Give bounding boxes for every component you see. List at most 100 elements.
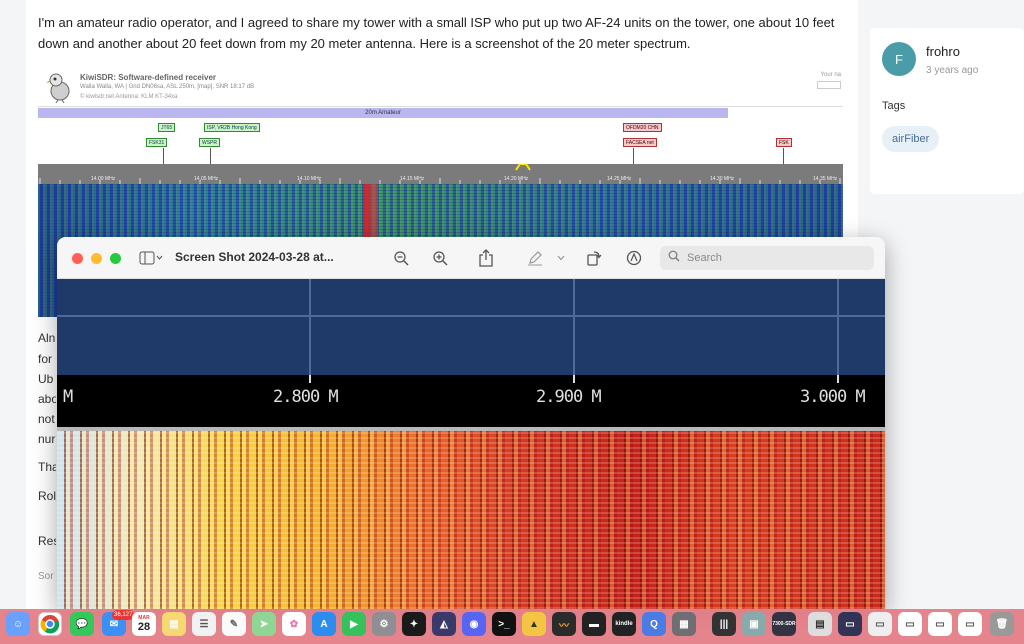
- axis-tick: [309, 375, 311, 383]
- sdr-app-icon[interactable]: 7300-SDR: [772, 612, 796, 636]
- qgis-icon[interactable]: Q: [642, 612, 666, 636]
- final-cut-icon[interactable]: ✦: [402, 612, 426, 636]
- gqrx-icon[interactable]: ◭: [432, 612, 456, 636]
- notes-icon[interactable]: ▤: [162, 612, 186, 636]
- mail-badge: 36,127: [112, 610, 135, 620]
- spectrum-gridline-h: [57, 315, 885, 317]
- window-thumb-icon[interactable]: ▭: [958, 612, 982, 636]
- signal-leader: [210, 148, 211, 164]
- signal-label: OFDM20 CHN: [623, 123, 662, 132]
- post-paragraph: I'm an amateur radio operator, and I agr…: [38, 15, 835, 51]
- maps-icon[interactable]: ➤: [252, 612, 276, 636]
- post-peek-line: for: [38, 352, 53, 366]
- waterfall-divider: [57, 427, 885, 431]
- scale-tick-label: 14.05 MHz: [194, 176, 219, 182]
- chrome-icon[interactable]: [38, 612, 62, 636]
- activity-monitor-icon[interactable]: 〰: [552, 612, 576, 636]
- trash-icon[interactable]: 🗑: [990, 612, 1014, 636]
- signal-label: FACSEA net: [623, 138, 657, 147]
- spectrum-gridline: [309, 279, 311, 375]
- messages-icon[interactable]: 💬: [70, 612, 94, 636]
- window-thumb-icon[interactable]: ▭: [868, 612, 892, 636]
- calculator-icon[interactable]: ▦: [672, 612, 696, 636]
- reminders-icon[interactable]: ☰: [192, 612, 216, 636]
- scale-tick-label: 14.00 MHz: [91, 176, 116, 182]
- facetime-icon[interactable]: ▶: [342, 612, 366, 636]
- calendar-month: MAR: [138, 615, 150, 621]
- zoom-button[interactable]: [110, 253, 121, 264]
- post-peek-line: Tha: [38, 460, 56, 474]
- signal-labels: JT65 FSK31 ISP, VR2B Hong Kong WSPR OFDM…: [38, 118, 843, 164]
- preview-toolbar: Screen Shot 2024-03-28 at... Search: [57, 237, 885, 279]
- sdr-device-icon[interactable]: ▬: [582, 612, 606, 636]
- signal-leader: [783, 148, 784, 164]
- axis-label: 2.900 M: [536, 387, 602, 407]
- settings-gear-icon[interactable]: ⚙: [372, 612, 396, 636]
- search-placeholder: Search: [687, 252, 722, 264]
- photos-icon[interactable]: ✿: [282, 612, 306, 636]
- avatar[interactable]: F: [882, 42, 916, 76]
- post-peek-line: nur: [38, 432, 56, 446]
- frequency-scale: [38, 163, 843, 184]
- window-thumb-icon[interactable]: ▭: [898, 612, 922, 636]
- kiwi-antenna: © kiwisdr.net Antenna: KLM KT-34xa: [80, 94, 178, 100]
- close-button[interactable]: [72, 253, 83, 264]
- band-label: 20m Amateur: [38, 108, 728, 118]
- calendar-day: 28: [137, 621, 151, 633]
- axis-label: 3.000 M: [800, 387, 866, 407]
- kiwi-location: Walla Walla, WA | Grid DN06sa, ASL 250m,…: [80, 84, 255, 90]
- tag-airfiber[interactable]: airFiber: [882, 126, 940, 152]
- signal-label: WSPR: [199, 138, 220, 147]
- window-thumb-icon[interactable]: ▭: [838, 612, 862, 636]
- share-icon[interactable]: [476, 248, 496, 268]
- discord-icon[interactable]: ◉: [462, 612, 486, 636]
- axis-label: 2.800 M: [273, 387, 339, 407]
- minimize-button[interactable]: [91, 253, 102, 264]
- scale-tick-label: 14.35 MHz: [813, 176, 838, 182]
- post-time: 3 years ago: [926, 65, 979, 76]
- signal-label: FSK: [776, 138, 792, 147]
- kiwi-header: KiwiSDR: Software-defined receiver Walla…: [38, 67, 843, 107]
- tags-heading: Tags: [882, 100, 906, 112]
- spectrum-panel: [57, 279, 885, 375]
- signal-label: JT65: [158, 123, 176, 132]
- preview-app-icon[interactable]: ▣: [742, 612, 766, 636]
- kiwi-name-label: Your na: [820, 72, 841, 78]
- kiwi-title: KiwiSDR: Software-defined receiver: [80, 73, 217, 82]
- axis-tick: [837, 375, 839, 383]
- audio-mixer-icon[interactable]: |||: [712, 612, 736, 636]
- zoom-in-icon[interactable]: [430, 248, 450, 268]
- kiwi-name-input: [817, 81, 841, 89]
- scale-tick-label: 14.25 MHz: [607, 176, 632, 182]
- rotate-icon[interactable]: [584, 248, 604, 268]
- markup-pen-icon[interactable]: [525, 248, 545, 268]
- textedit-icon[interactable]: ✎: [222, 612, 246, 636]
- scale-ticks: [39, 163, 841, 184]
- kiwi-bird-icon: [46, 73, 70, 103]
- spectrum-gridline: [573, 279, 575, 375]
- kindle-icon[interactable]: kindle: [612, 612, 636, 636]
- signal-label: ISP, VR2B Hong Kong: [204, 123, 260, 132]
- calendar-icon[interactable]: MAR 28: [132, 612, 156, 636]
- finder-icon[interactable]: ☺: [6, 612, 30, 636]
- username-link[interactable]: frohro: [926, 44, 960, 59]
- preview-window: Screen Shot 2024-03-28 at... Search: [57, 237, 885, 609]
- post-peek-line: Rol: [38, 489, 56, 503]
- axis-tick: [573, 375, 575, 383]
- chevron-down-icon[interactable]: [555, 248, 567, 268]
- post-peek-line: Res: [38, 534, 56, 548]
- document-icon[interactable]: ▤: [808, 612, 832, 636]
- window-thumb-icon[interactable]: ▭: [928, 612, 952, 636]
- signal-label: FSK31: [146, 138, 168, 147]
- passband-marker[interactable]: [515, 163, 531, 171]
- post-peek-line: Sor: [38, 571, 54, 582]
- terminal-icon[interactable]: >_: [492, 612, 516, 636]
- frequency-axis: [57, 375, 885, 427]
- sidebar-toggle-icon[interactable]: [137, 248, 165, 268]
- signal-leader: [163, 148, 164, 164]
- vlc-icon[interactable]: ▲: [522, 612, 546, 636]
- zoom-out-icon[interactable]: [391, 248, 411, 268]
- app-store-icon[interactable]: A: [312, 612, 336, 636]
- search-field[interactable]: Search: [660, 246, 874, 270]
- markup-toolbar-icon[interactable]: [624, 248, 644, 268]
